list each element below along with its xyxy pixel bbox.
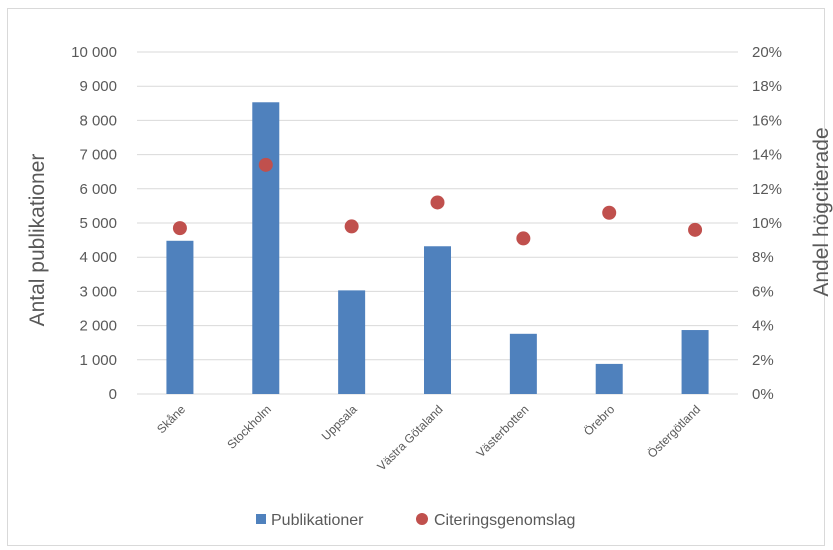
bar-5 bbox=[509, 333, 537, 394]
x-tick-label: Östergötland bbox=[645, 402, 703, 460]
y-tick-label: 10 000 bbox=[71, 44, 117, 61]
y-axis-title: Antal publikationer bbox=[26, 154, 49, 327]
legend-swatch-publikationer bbox=[256, 514, 266, 524]
y-tick-label: 5 000 bbox=[79, 215, 117, 232]
y-tick-label: 8 000 bbox=[79, 112, 117, 129]
legend-swatch-citeringsgenomslag bbox=[416, 513, 428, 525]
y2-tick-label: 4% bbox=[752, 318, 774, 335]
chart-frame bbox=[7, 8, 825, 546]
bar-2 bbox=[252, 102, 280, 395]
dot-4 bbox=[430, 195, 445, 210]
x-tick-label: Örebro bbox=[581, 402, 618, 439]
y-tick-label: 7 000 bbox=[79, 147, 117, 164]
y2-tick-label: 12% bbox=[752, 181, 782, 198]
y2-tick-label: 14% bbox=[752, 147, 782, 164]
legend: Publikationer Citeringsgenomslag bbox=[256, 512, 575, 529]
dot-5 bbox=[516, 231, 531, 246]
y2-tick-label: 6% bbox=[752, 283, 774, 300]
dot-6 bbox=[602, 205, 617, 220]
bar-3 bbox=[338, 290, 366, 394]
legend-label-citeringsgenomslag: Citeringsgenomslag bbox=[434, 512, 575, 529]
dot-7 bbox=[688, 222, 703, 237]
y-tick-label: 6 000 bbox=[79, 181, 117, 198]
y-tick-label: 9 000 bbox=[79, 78, 117, 95]
x-tick-label: Uppsala bbox=[319, 402, 360, 443]
bar-6 bbox=[595, 363, 623, 394]
dot-3 bbox=[344, 219, 359, 234]
y2-tick-label: 18% bbox=[752, 78, 782, 95]
x-tick-label: Västerbotten bbox=[473, 402, 531, 460]
left-axis-ticks: 0 1 000 2 000 3 000 4 000 5 000 6 000 7 000 8 00… bbox=[71, 44, 117, 403]
gridlines bbox=[137, 51, 738, 395]
bar-1 bbox=[166, 240, 194, 394]
x-tick-label: Stockholm bbox=[224, 402, 274, 452]
y2-axis-title: Andel högciterade bbox=[810, 127, 833, 296]
legend-label-publikationer: Publikationer bbox=[271, 512, 364, 529]
bar-7 bbox=[681, 330, 709, 394]
x-tick-label: Västra Götaland bbox=[374, 402, 445, 473]
x-tick-label: Skåne bbox=[154, 402, 188, 436]
dot-2 bbox=[258, 157, 273, 172]
scatter-series-citeringsgenomslag bbox=[172, 157, 703, 246]
bar-4 bbox=[424, 246, 451, 394]
bar-series-publikationer bbox=[166, 102, 709, 395]
y-tick-label: 4 000 bbox=[79, 249, 117, 266]
y2-tick-label: 2% bbox=[752, 352, 774, 369]
y2-tick-label: 8% bbox=[752, 249, 774, 266]
y-tick-label: 3 000 bbox=[79, 283, 117, 300]
y-tick-label: 2 000 bbox=[79, 318, 117, 335]
y2-tick-label: 0% bbox=[752, 386, 774, 403]
y2-tick-label: 10% bbox=[752, 215, 782, 232]
y-tick-label: 0 bbox=[109, 386, 117, 403]
y-tick-label: 1 000 bbox=[79, 352, 117, 369]
y2-tick-label: 16% bbox=[752, 112, 782, 129]
right-axis-ticks: 0% 2% 4% 6% 8% 10% 12% 14% 16% 18% 20% bbox=[752, 44, 782, 403]
dot-1 bbox=[172, 221, 187, 236]
y2-tick-label: 20% bbox=[752, 44, 782, 61]
category-axis-labels: Skåne Stockholm Uppsala Västra Götaland Väst… bbox=[154, 402, 703, 473]
